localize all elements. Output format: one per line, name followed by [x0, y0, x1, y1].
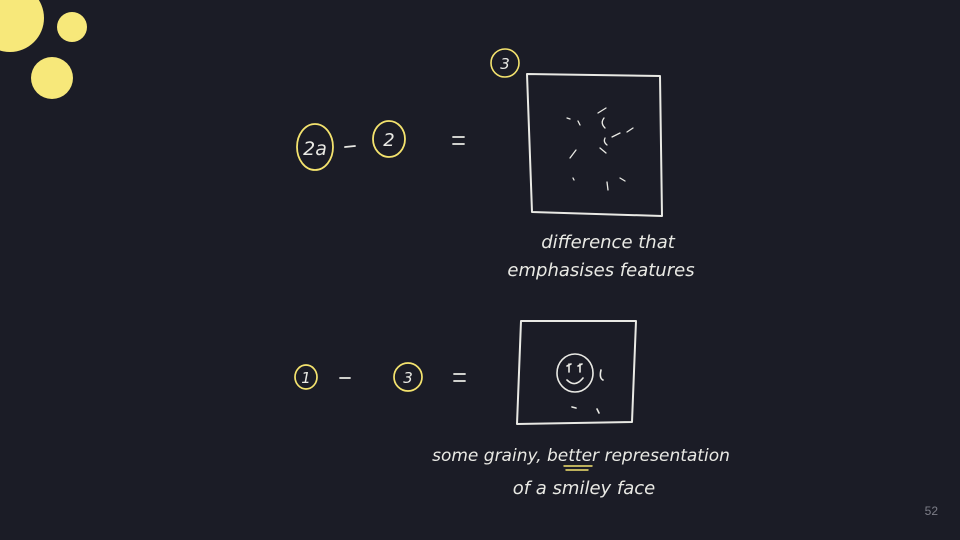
eq2-circle-1	[294, 364, 318, 390]
eq1-circle-3	[490, 48, 520, 78]
eq2-label-3: 3	[403, 369, 413, 387]
decor-dot-small	[57, 12, 87, 42]
eq1-circle-2a	[296, 123, 334, 171]
eq1-caption-line1: difference that	[541, 232, 676, 253]
eq2-caption-line1: some grainy, better representation	[432, 446, 730, 466]
eq1-label-3: 3	[500, 55, 510, 73]
eq2-result-box	[516, 320, 637, 425]
smiley-face-icon	[556, 353, 604, 414]
page-number: 52	[924, 504, 938, 518]
equation-1: 2a 2 3 difference that emphasises featur…	[296, 48, 695, 281]
eq1-circle-2	[372, 120, 406, 158]
eq2-circle-3	[393, 362, 423, 392]
eq1-feature-marks	[566, 107, 634, 191]
decor-dot-large	[0, 0, 44, 52]
eq2-label-1: 1	[301, 369, 311, 387]
eq1-result-box	[526, 73, 663, 217]
eq2-caption-underline	[563, 465, 593, 471]
equation-2: 1 3 some grainy, better representation o…	[294, 320, 730, 499]
eq1-caption-line2: emphasises features	[507, 260, 694, 281]
decorative-dots	[0, 0, 87, 99]
eq1-label-2a: 2a	[303, 138, 327, 160]
decor-dot-medium	[31, 57, 73, 99]
eq1-equals-sign	[452, 136, 465, 145]
eq1-label-2: 2	[383, 130, 394, 151]
eq1-minus-sign	[344, 145, 356, 148]
eq2-caption-line2: of a smiley face	[513, 478, 656, 499]
eq2-equals-sign	[453, 373, 466, 382]
